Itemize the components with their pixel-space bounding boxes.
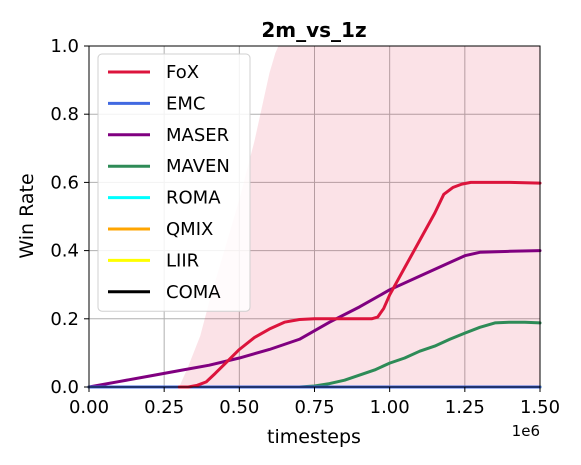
series-line-maven (87, 320, 542, 389)
y-tick-label: 0.0 (50, 377, 79, 398)
legend-label-qmix: QMIX (166, 219, 213, 240)
x-tick-label: 1.50 (520, 397, 560, 418)
x-axis-label: timesteps (267, 426, 361, 448)
legend-label-emc: EMC (166, 93, 205, 114)
legend-label-maser: MASER (166, 125, 229, 146)
y-tick-label: 0.6 (50, 172, 79, 193)
y-axis-label: Win Rate (16, 173, 38, 258)
y-tick-label: 0.8 (50, 104, 79, 125)
x-tick-label: 1.25 (445, 397, 485, 418)
x-tick-label: 0.25 (144, 397, 184, 418)
legend-box (97, 53, 251, 312)
x-tick-label: 1.00 (370, 397, 410, 418)
legend-label-fox: FoX (166, 62, 199, 83)
legend-label-coma: COMA (166, 282, 221, 303)
legend: FoX EMC MASER MAVEN ROMA QMIX LIIR COMA (97, 53, 251, 312)
legend-label-maven: MAVEN (166, 156, 230, 177)
legend-label-roma: ROMA (166, 188, 221, 209)
y-tick-label: 1.0 (50, 36, 79, 57)
series-line-fox (177, 180, 542, 389)
x-tick-label: 0.00 (69, 397, 109, 418)
y-tick-label: 0.4 (50, 241, 79, 262)
x-tick-label: 0.75 (294, 397, 334, 418)
y-tick-label: 0.2 (50, 309, 79, 330)
x-tick-label: 0.50 (219, 397, 259, 418)
axis-ticks: 0.00 0.25 0.50 0.75 1.00 1.25 1.50 0.0 0.2 0.4 0.6… (50, 36, 560, 418)
confidence-bands (179, 46, 540, 387)
chart-title: 2m_vs_1z (261, 18, 366, 42)
legend-label-liir: LIIR (166, 250, 199, 271)
x-axis-offset-label: 1e6 (512, 422, 540, 440)
confidence-band-fox (179, 46, 540, 387)
series-line-maser (87, 249, 542, 389)
